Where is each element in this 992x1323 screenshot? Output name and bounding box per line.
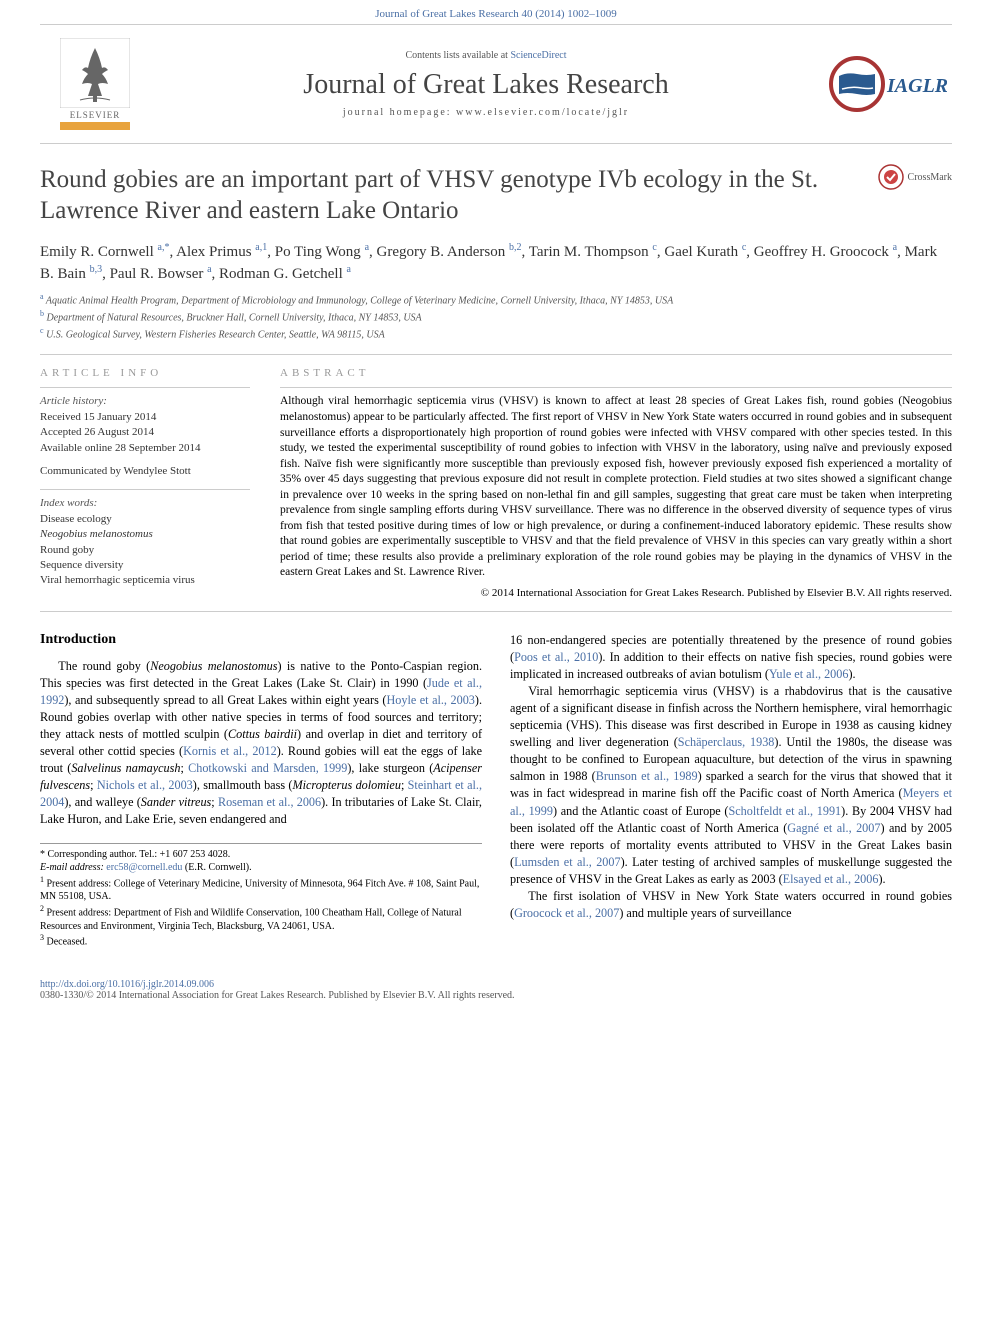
- fn-2: 2 Present address: Department of Fish an…: [40, 904, 482, 933]
- sciencedirect-link[interactable]: ScienceDirect: [510, 50, 566, 61]
- masthead-center: Contents lists available at ScienceDirec…: [150, 42, 822, 126]
- crossmark-label: CrossMark: [908, 172, 952, 183]
- article-info: ARTICLE INFO Article history: Received 1…: [40, 367, 250, 598]
- keywords-block: Index words: Disease ecologyNeogobius me…: [40, 489, 250, 588]
- history-received: Received 15 January 2014: [40, 410, 250, 425]
- footer: http://dx.doi.org/10.1016/j.jglr.2014.09…: [40, 979, 952, 1001]
- abstract: ABSTRACT Although viral hemorrhagic sept…: [280, 367, 952, 598]
- masthead: ELSEVIER Contents lists available at Sci…: [40, 24, 952, 144]
- title-row: Round gobies are an important part of VH…: [40, 164, 952, 227]
- fn-email-link[interactable]: erc58@cornell.edu: [106, 862, 182, 873]
- authors: Emily R. Cornwell a,*, Alex Primus a,1, …: [40, 241, 952, 285]
- affiliations: a Aquatic Animal Health Program, Departm…: [40, 291, 952, 343]
- keywords-list: Disease ecologyNeogobius melanostomusRou…: [40, 512, 250, 589]
- fn-email: E-mail address: erc58@cornell.edu (E.R. …: [40, 861, 482, 875]
- communicated-by: Communicated by Wendylee Stott: [40, 464, 250, 479]
- abstract-copyright: © 2014 International Association for Gre…: [280, 587, 952, 599]
- history-block: Article history: Received 15 January 201…: [40, 387, 250, 479]
- fn-corresponding: * Corresponding author. Tel.: +1 607 253…: [40, 848, 482, 862]
- footnotes: * Corresponding author. Tel.: +1 607 253…: [40, 843, 482, 949]
- fn-email-label: E-mail address:: [40, 862, 104, 873]
- elsevier-name: ELSEVIER: [70, 110, 121, 120]
- history-online: Available online 28 September 2014: [40, 441, 250, 456]
- doi-link[interactable]: http://dx.doi.org/10.1016/j.jglr.2014.09…: [40, 979, 214, 990]
- fn-3: 3 Deceased.: [40, 933, 482, 949]
- fn-1: 1 Present address: College of Veterinary…: [40, 875, 482, 904]
- history-label: Article history:: [40, 394, 250, 409]
- intro-heading: Introduction: [40, 632, 482, 648]
- body-section: Introduction The round goby (Neogobius m…: [40, 632, 952, 949]
- fn1-text: Present address: College of Veterinary M…: [40, 878, 479, 903]
- journal-name: Journal of Great Lakes Research: [150, 69, 822, 101]
- homepage-line: journal homepage: www.elsevier.com/locat…: [150, 107, 822, 118]
- abstract-text: Although viral hemorrhagic septicemia vi…: [280, 387, 952, 580]
- intro-p2: 16 non-endangered species are potentiall…: [510, 632, 952, 683]
- fn3-text: Deceased.: [47, 937, 88, 948]
- intro-p4: The first isolation of VHSV in New York …: [510, 888, 952, 922]
- abstract-heading: ABSTRACT: [280, 367, 952, 379]
- divider-top: [40, 354, 952, 355]
- content: Round gobies are an important part of VH…: [0, 144, 992, 959]
- intro-p1: The round goby (Neogobius melanostomus) …: [40, 658, 482, 829]
- fn2-text: Present address: Department of Fish and …: [40, 907, 462, 932]
- elsevier-tree-icon: [60, 38, 130, 108]
- elsevier-logo: ELSEVIER: [40, 38, 150, 130]
- intro-p3: Viral hemorrhagic septicemia virus (VHSV…: [510, 683, 952, 888]
- iaglr-icon: IAGLR: [827, 44, 947, 124]
- article-title: Round gobies are an important part of VH…: [40, 164, 878, 227]
- footer-copyright: 0380-1330/© 2014 International Associati…: [40, 990, 952, 1001]
- fn-email-name: (E.R. Cornwell).: [185, 862, 252, 873]
- crossmark-icon: [878, 164, 904, 190]
- info-abstract-row: ARTICLE INFO Article history: Received 1…: [40, 367, 952, 598]
- contents-prefix: Contents lists available at: [405, 50, 510, 61]
- crossmark-badge[interactable]: CrossMark: [878, 164, 952, 190]
- svg-text:IAGLR: IAGLR: [886, 75, 947, 97]
- article-info-heading: ARTICLE INFO: [40, 367, 250, 379]
- iaglr-logo: IAGLR: [822, 44, 952, 124]
- divider-bottom: [40, 611, 952, 612]
- history-accepted: Accepted 26 August 2014: [40, 425, 250, 440]
- header-citation: Journal of Great Lakes Research 40 (2014…: [0, 0, 992, 24]
- elsevier-bar: [60, 122, 130, 130]
- citation-link[interactable]: Journal of Great Lakes Research 40 (2014…: [375, 8, 617, 20]
- index-label: Index words:: [40, 496, 250, 511]
- contents-line: Contents lists available at ScienceDirec…: [150, 50, 822, 61]
